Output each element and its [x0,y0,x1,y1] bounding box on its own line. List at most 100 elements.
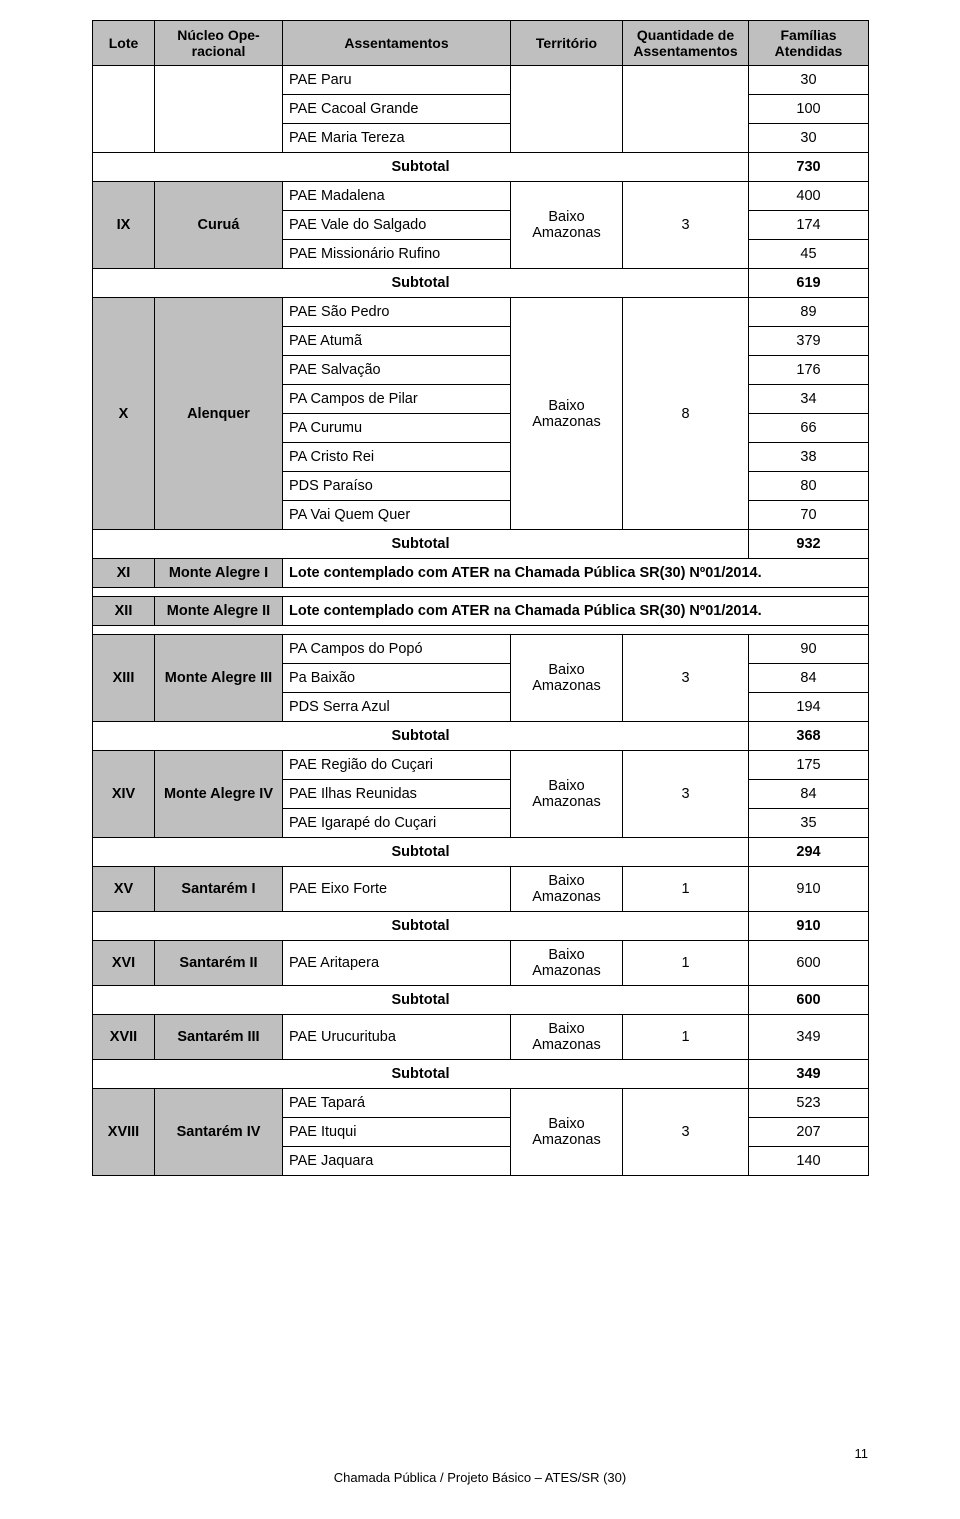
qty-cell: 1 [623,867,749,912]
nucleo-cell: Monte Alegre IV [155,751,283,838]
col-assent: Assentamentos [283,21,511,66]
val-cell: 90 [749,635,869,664]
assent-cell: PAE Urucurituba [283,1015,511,1060]
assent-cell: PAE São Pedro [283,298,511,327]
val-cell: 523 [749,1089,869,1118]
nucleo-cell: Santarém III [155,1015,283,1060]
subtotal-val: 294 [749,838,869,867]
subtotal-label: Subtotal [93,1060,749,1089]
assent-cell: PAE Paru [283,66,511,95]
table-row: XI Monte Alegre I Lote contemplado com A… [93,559,869,588]
table-row: XVII Santarém III PAE Urucurituba Baixo … [93,1015,869,1060]
col-lote: Lote [93,21,155,66]
note-cell: Lote contemplado com ATER na Chamada Púb… [283,597,869,626]
table-row: PAE Paru 30 [93,66,869,95]
subtotal-row: Subtotal 910 [93,912,869,941]
nucleo-cell: Santarém I [155,867,283,912]
settlements-table: Lote Núcleo Ope-racional Assentamentos T… [92,20,869,1176]
col-familias: Famílias Atendidas [749,21,869,66]
val-cell: 30 [749,124,869,153]
nucleo-cell: Monte Alegre I [155,559,283,588]
qty-cell-empty [623,66,749,153]
val-cell: 379 [749,327,869,356]
col-nucleo: Núcleo Ope-racional [155,21,283,66]
val-cell: 80 [749,472,869,501]
assent-cell: PAE Atumã [283,327,511,356]
qty-cell: 8 [623,298,749,530]
val-cell: 194 [749,693,869,722]
nucleo-cell: Monte Alegre II [155,597,283,626]
subtotal-row: Subtotal 932 [93,530,869,559]
assent-cell: PAE Cacoal Grande [283,95,511,124]
table-row: XIV Monte Alegre IV PAE Região do Cuçari… [93,751,869,780]
nucleo-cell-empty [155,66,283,153]
lote-cell: XVI [93,941,155,986]
table-row: XIII Monte Alegre III PA Campos do Popó … [93,635,869,664]
header-row: Lote Núcleo Ope-racional Assentamentos T… [93,21,869,66]
subtotal-label: Subtotal [93,986,749,1015]
subtotal-val: 368 [749,722,869,751]
spacer-row [93,588,869,597]
assent-cell: PAE Vale do Salgado [283,211,511,240]
table-row: XII Monte Alegre II Lote contemplado com… [93,597,869,626]
qty-cell: 3 [623,635,749,722]
nucleo-cell: Santarém IV [155,1089,283,1176]
subtotal-row: Subtotal 294 [93,838,869,867]
val-cell: 100 [749,95,869,124]
note-cell: Lote contemplado com ATER na Chamada Púb… [283,559,869,588]
val-cell: 45 [749,240,869,269]
val-cell: 70 [749,501,869,530]
val-cell: 174 [749,211,869,240]
territ-cell: Baixo Amazonas [511,635,623,722]
val-cell: 600 [749,941,869,986]
val-cell: 176 [749,356,869,385]
val-cell: 84 [749,664,869,693]
territ-cell: Baixo Amazonas [511,298,623,530]
table-row: XV Santarém I PAE Eixo Forte Baixo Amazo… [93,867,869,912]
lote-cell: XIII [93,635,155,722]
assent-cell: PAE Tapará [283,1089,511,1118]
lote-cell: XIV [93,751,155,838]
territ-cell-empty [511,66,623,153]
subtotal-label: Subtotal [93,912,749,941]
val-cell: 349 [749,1015,869,1060]
val-cell: 38 [749,443,869,472]
subtotal-row: Subtotal 730 [93,153,869,182]
assent-cell: PAE Ilhas Reunidas [283,780,511,809]
val-cell: 175 [749,751,869,780]
val-cell: 84 [749,780,869,809]
assent-cell: PA Curumu [283,414,511,443]
lote-cell: XVIII [93,1089,155,1176]
table-row: XVIII Santarém IV PAE Tapará Baixo Amazo… [93,1089,869,1118]
assent-cell: PDS Paraíso [283,472,511,501]
subtotal-val: 932 [749,530,869,559]
assent-cell: PAE Jaquara [283,1147,511,1176]
assent-cell: PAE Ituqui [283,1118,511,1147]
subtotal-label: Subtotal [93,153,749,182]
assent-cell: PAE Maria Tereza [283,124,511,153]
qty-cell: 3 [623,182,749,269]
territ-cell: Baixo Amazonas [511,1015,623,1060]
val-cell: 66 [749,414,869,443]
assent-cell: PA Cristo Rei [283,443,511,472]
qty-cell: 1 [623,1015,749,1060]
val-cell: 910 [749,867,869,912]
qty-cell: 3 [623,1089,749,1176]
assent-cell: PA Campos de Pilar [283,385,511,414]
subtotal-row: Subtotal 368 [93,722,869,751]
territ-cell: Baixo Amazonas [511,182,623,269]
subtotal-val: 349 [749,1060,869,1089]
lote-cell: IX [93,182,155,269]
subtotal-row: Subtotal 619 [93,269,869,298]
nucleo-cell: Alenquer [155,298,283,530]
subtotal-val: 619 [749,269,869,298]
subtotal-val: 600 [749,986,869,1015]
lote-cell: XII [93,597,155,626]
territ-cell: Baixo Amazonas [511,941,623,986]
val-cell: 35 [749,809,869,838]
assent-cell: PAE Eixo Forte [283,867,511,912]
assent-cell: PDS Serra Azul [283,693,511,722]
lote-cell: XI [93,559,155,588]
subtotal-val: 730 [749,153,869,182]
val-cell: 207 [749,1118,869,1147]
